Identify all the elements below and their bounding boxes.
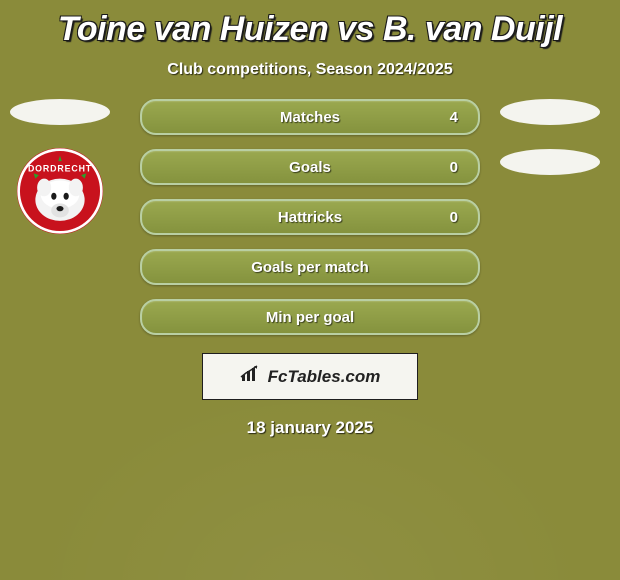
branding-box: FcTables.com — [202, 353, 418, 400]
chart-icon — [240, 365, 262, 388]
comparison-area: DORDRECHT Matches 4 Goals — [0, 99, 620, 438]
player-photo-placeholder-right-2 — [500, 149, 600, 175]
club-logo-dordrecht: DORDRECHT — [16, 147, 104, 235]
player-photo-placeholder-right-1 — [500, 99, 600, 125]
stat-row-min-per-goal: Min per goal — [140, 299, 480, 335]
stat-row-goals: Goals 0 — [140, 149, 480, 185]
player-photo-placeholder-left — [10, 99, 110, 125]
stat-row-hattricks: Hattricks 0 — [140, 199, 480, 235]
stat-row-matches: Matches 4 — [140, 99, 480, 135]
stat-value-right: 0 — [450, 159, 458, 176]
stat-label: Matches — [280, 109, 340, 126]
stat-value-right: 4 — [450, 109, 458, 126]
stat-value-right: 0 — [450, 209, 458, 226]
page-title: Toine van Huizen vs B. van Duijl — [0, 10, 620, 49]
stat-label: Goals per match — [251, 259, 369, 276]
infographic-date: 18 january 2025 — [0, 418, 620, 438]
svg-text:DORDRECHT: DORDRECHT — [28, 164, 92, 174]
infographic-root: Toine van Huizen vs B. van Duijl Club co… — [0, 10, 620, 438]
stat-label: Goals — [289, 159, 331, 176]
page-subtitle: Club competitions, Season 2024/2025 — [0, 61, 620, 79]
branding-text: FcTables.com — [268, 367, 381, 387]
stat-label: Min per goal — [266, 309, 354, 326]
stat-bars: Matches 4 Goals 0 Hattricks 0 Goals per … — [140, 99, 480, 335]
stat-label: Hattricks — [278, 209, 342, 226]
stat-row-goals-per-match: Goals per match — [140, 249, 480, 285]
